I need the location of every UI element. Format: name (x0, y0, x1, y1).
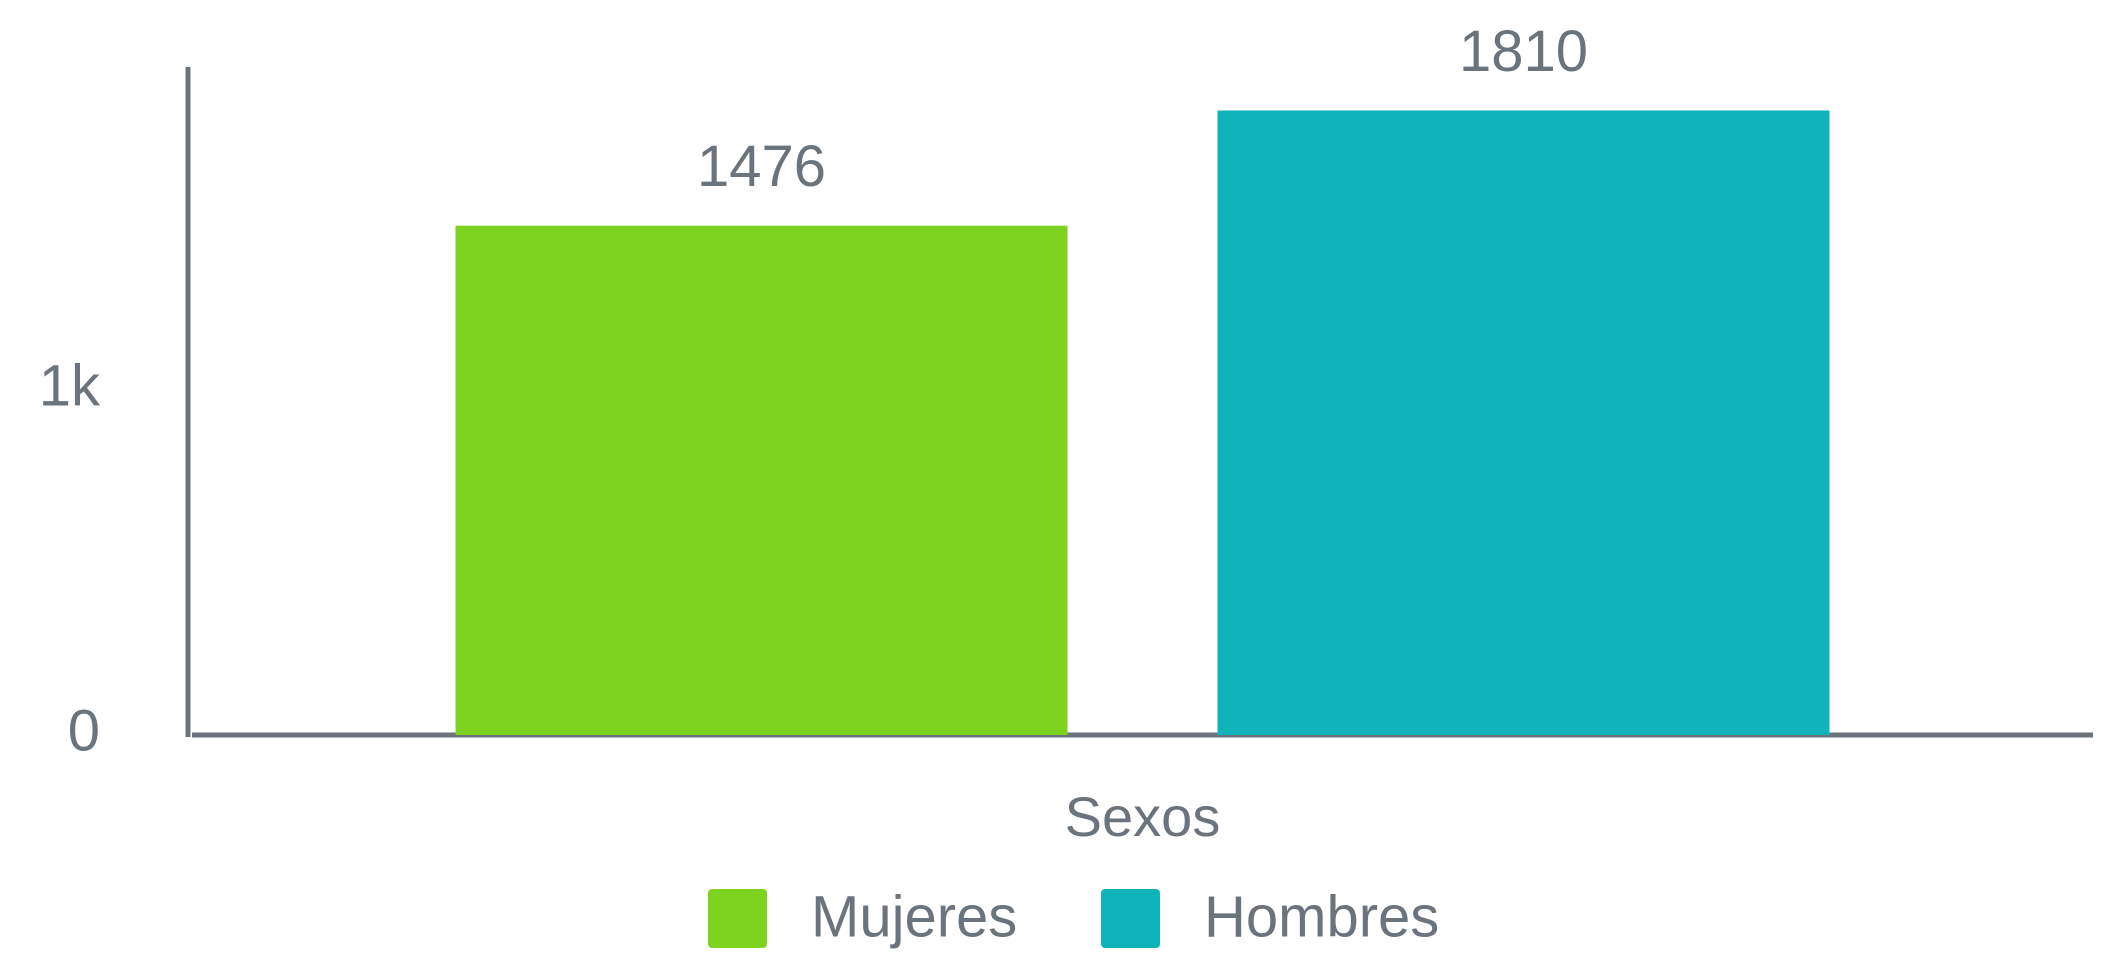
bar (1217, 110, 1830, 735)
y-tick-label: 1k (39, 353, 101, 418)
value-label: 1476 (697, 134, 826, 199)
legend-label: Hombres (1204, 884, 1439, 949)
x-tick-label: Sexos (1065, 785, 1221, 848)
y-tick-label: 0 (68, 698, 100, 763)
value-label: 1810 (1459, 19, 1588, 84)
bar (455, 225, 1068, 736)
legend-swatch (1101, 889, 1160, 948)
legend-label: Mujeres (811, 884, 1017, 949)
legend-swatch (708, 889, 767, 948)
